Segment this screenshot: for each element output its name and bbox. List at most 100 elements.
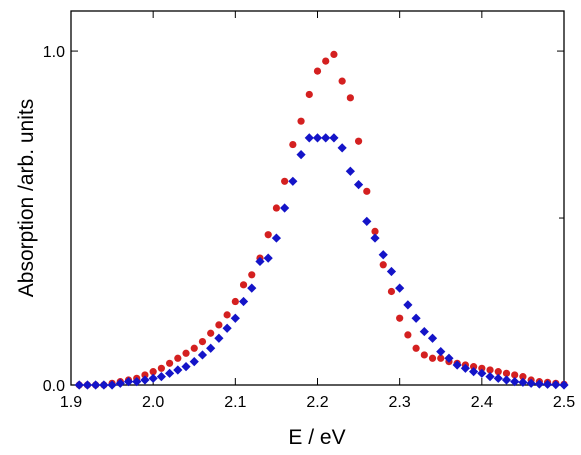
data-point-diamond xyxy=(534,379,544,389)
data-point-circle xyxy=(198,337,207,346)
data-point-circle xyxy=(428,354,437,362)
data-point-circle xyxy=(264,231,272,239)
data-series xyxy=(74,50,569,390)
data-point-diamond xyxy=(403,300,413,310)
data-point-diamond xyxy=(238,296,249,307)
data-point-diamond xyxy=(74,380,84,390)
data-point-diamond xyxy=(510,377,520,387)
data-point-diamond xyxy=(312,133,323,143)
data-point-circle xyxy=(174,354,182,362)
data-point-diamond xyxy=(247,283,257,293)
data-point-circle xyxy=(231,297,239,306)
data-point-diamond xyxy=(469,367,479,377)
series-2 xyxy=(74,133,569,390)
y-axis-title: Absorption /arb. units xyxy=(15,99,38,297)
data-point-diamond xyxy=(140,375,150,385)
data-point-diamond xyxy=(345,166,355,176)
data-point-diamond xyxy=(395,283,405,293)
data-point-diamond xyxy=(321,133,331,143)
data-point-circle xyxy=(486,366,494,374)
data-point-circle xyxy=(478,364,486,372)
x-axis-ticks: 1.9 2.0 2.1 2.2 2.3 2.4 2.5 xyxy=(60,11,575,411)
data-point-circle xyxy=(511,371,519,379)
data-point-diamond xyxy=(493,373,503,383)
y-tick-label: 0.0 xyxy=(43,378,65,395)
x-tick-label: 2.3 xyxy=(389,394,411,411)
x-tick-label: 2.4 xyxy=(471,394,493,411)
data-point-circle xyxy=(371,227,379,235)
data-point-circle xyxy=(157,364,165,372)
data-point-diamond xyxy=(501,375,512,385)
data-point-circle xyxy=(470,363,478,371)
data-point-diamond xyxy=(115,378,125,388)
data-point-diamond xyxy=(419,326,429,337)
data-point-circle xyxy=(281,177,289,185)
data-point-diamond xyxy=(460,363,470,373)
series-1 xyxy=(75,50,568,389)
data-point-diamond xyxy=(197,350,208,360)
data-point-diamond xyxy=(551,380,561,390)
data-point-diamond xyxy=(280,203,290,213)
data-point-diamond xyxy=(559,380,569,390)
data-point-diamond xyxy=(542,379,553,389)
data-point-diamond xyxy=(304,133,314,143)
data-point-circle xyxy=(313,67,322,75)
x-axis-title: E / eV xyxy=(288,426,345,449)
data-point-diamond xyxy=(518,377,528,387)
data-point-circle xyxy=(338,77,346,85)
data-point-circle xyxy=(330,50,338,59)
data-point-diamond xyxy=(165,368,175,378)
data-point-circle xyxy=(190,344,198,352)
data-point-diamond xyxy=(337,143,347,153)
data-point-circle xyxy=(166,359,174,367)
data-point-circle xyxy=(354,137,363,145)
data-point-circle xyxy=(404,331,412,339)
data-point-diamond xyxy=(91,380,101,390)
data-point-diamond xyxy=(206,343,216,353)
data-point-diamond xyxy=(452,360,462,370)
data-point-circle xyxy=(322,57,330,65)
data-point-diamond xyxy=(148,373,158,383)
data-point-circle xyxy=(502,369,511,377)
data-point-circle xyxy=(363,187,371,195)
data-point-circle xyxy=(223,311,231,319)
x-tick-label: 2.1 xyxy=(224,394,246,411)
data-point-diamond xyxy=(444,353,454,363)
data-point-diamond xyxy=(378,250,388,260)
data-point-circle xyxy=(305,90,313,99)
data-point-diamond xyxy=(132,377,142,387)
x-tick-label: 2.5 xyxy=(553,394,575,411)
data-point-diamond xyxy=(370,233,380,243)
data-point-circle xyxy=(346,94,354,102)
data-point-diamond xyxy=(123,377,134,387)
data-point-circle xyxy=(207,329,215,337)
data-point-diamond xyxy=(353,180,364,190)
data-point-circle xyxy=(149,368,157,376)
data-point-diamond xyxy=(329,133,339,143)
x-tick-label: 1.9 xyxy=(60,394,82,411)
data-point-diamond xyxy=(230,313,240,323)
data-point-circle xyxy=(396,314,404,322)
data-point-circle xyxy=(437,354,445,362)
data-point-circle xyxy=(412,344,420,352)
data-point-circle xyxy=(215,321,223,329)
data-point-diamond xyxy=(107,380,117,390)
data-point-diamond xyxy=(214,333,224,343)
data-point-diamond xyxy=(411,313,421,323)
data-point-diamond xyxy=(427,333,438,343)
data-point-diamond xyxy=(296,149,306,160)
data-point-circle xyxy=(289,140,297,149)
data-point-circle xyxy=(297,117,305,125)
data-point-circle xyxy=(248,271,256,279)
data-point-circle xyxy=(387,287,396,296)
data-point-diamond xyxy=(362,216,372,226)
data-point-diamond xyxy=(99,380,109,390)
x-tick-label: 2.2 xyxy=(306,394,328,411)
data-point-diamond xyxy=(156,372,166,382)
y-axis-ticks: 0.0 1.0 xyxy=(43,44,564,395)
data-point-diamond xyxy=(526,378,536,388)
plot-frame xyxy=(70,10,565,386)
data-point-diamond xyxy=(255,256,265,267)
data-point-circle xyxy=(519,373,527,381)
